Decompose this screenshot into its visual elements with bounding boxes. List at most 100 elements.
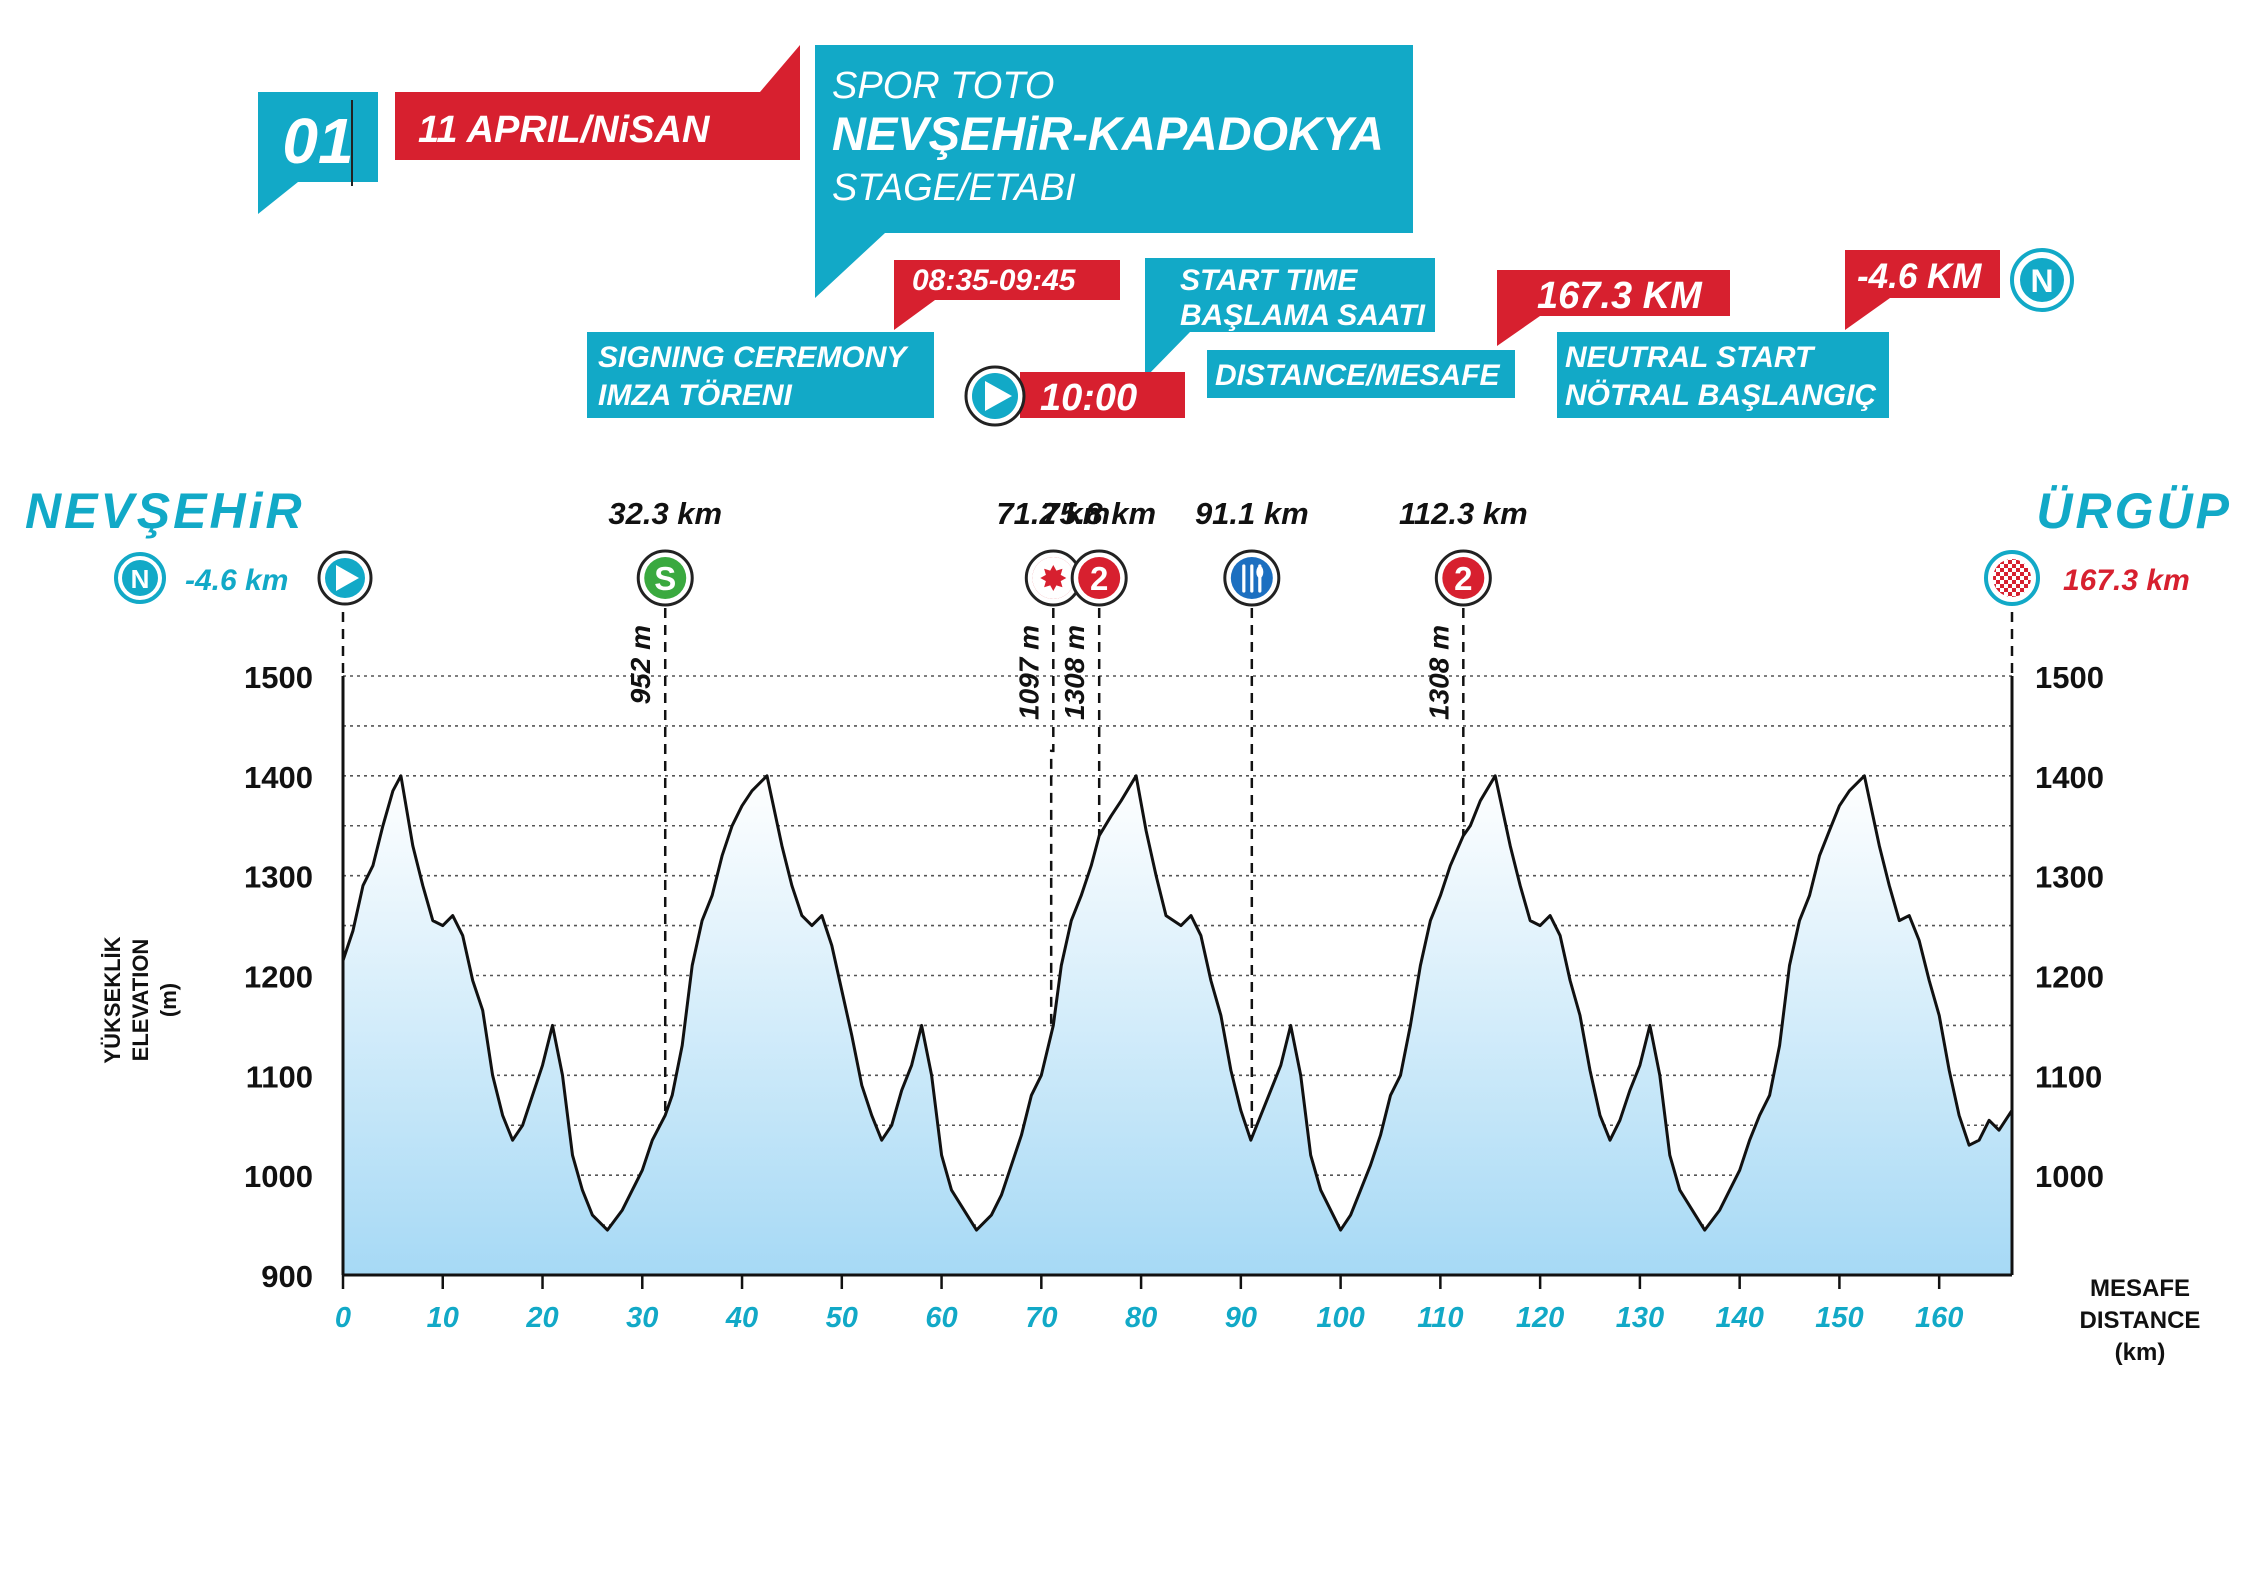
y-tick-label-right: 1300 <box>2035 860 2104 895</box>
signing-label-2: IMZA TÖRENI <box>598 379 793 412</box>
marker-icon-fill <box>1078 557 1121 599</box>
x-tick-label: 90 <box>1225 1302 1257 1334</box>
neutral-label-1: NEUTRAL START <box>1565 341 1816 374</box>
marker-km-label: 75.8 km <box>1042 496 1156 531</box>
start-city: NEVŞEHiR <box>25 483 305 539</box>
distance-value: 167.3 KM <box>1537 275 1703 317</box>
y-tick-label-left: 900 <box>261 1259 313 1294</box>
neutral-value: -4.6 KM <box>1857 257 1982 296</box>
neutral-start-km: -4.6 km <box>185 564 288 597</box>
y-tick-label-left: 1500 <box>244 660 313 695</box>
x-tick-label: 150 <box>1815 1302 1863 1334</box>
climb-cat2-icon: 2 <box>1070 549 1128 607</box>
x-axis-ticks: 0 10 20 30 40 50 60 70 80 90 100 110 120 130 140 150 160 <box>335 1275 1963 1334</box>
x-tick-label: 80 <box>1125 1302 1157 1334</box>
x-tick-label: 130 <box>1616 1302 1664 1334</box>
title-line-1: SPOR TOTO <box>832 65 1054 107</box>
x-tick-label: 20 <box>525 1302 558 1334</box>
chart-axes <box>341 612 2014 1277</box>
finish-km: 167.3 km <box>2063 564 2190 597</box>
x-tick-label: 40 <box>725 1302 758 1334</box>
y-axis-ticks: 900 1000 1100 1200 1300 1400 1500 1000 1100 1200 1… <box>244 660 2104 1294</box>
x-tick-label: 10 <box>427 1302 459 1334</box>
finish-flag-icon <box>1984 550 2040 606</box>
title-panel: SPOR TOTO NEVŞEHiR-KAPADOKYA STAGE/ETABI <box>815 45 1413 298</box>
sprint-icon: S <box>636 549 694 607</box>
start-time-value: 10:00 <box>1040 377 1137 419</box>
y-axis-title-line-2: ELEVATION <box>128 939 153 1062</box>
marker-icon-fill <box>1442 557 1485 599</box>
elevation-chart: 952 m 1097 m 1308 m 1308 m 9001000110012001… <box>100 496 2200 1366</box>
play-icon <box>964 365 1026 427</box>
neutral-start-block: -4.6 KM N NEUTRAL START NÖTRAL BAŞLANGIÇ <box>1557 248 2074 418</box>
stage-number: 01 <box>282 105 353 177</box>
x-tick-label: 160 <box>1915 1302 1963 1334</box>
y-tick-label-right: 1200 <box>2035 960 2104 995</box>
marker-elevation-label: 952 m <box>625 625 656 704</box>
title-line-3: STAGE/ETABI <box>832 167 1076 209</box>
start-time-block: START TIME BAŞLAMA SAATI 10:00 <box>964 258 1435 427</box>
neutral-start-icon: N <box>114 552 166 604</box>
y-axis-title-line-1: YÜKSEKLİK <box>100 936 125 1063</box>
elevation-area <box>343 775 2012 1275</box>
y-tick-label-right: 1100 <box>2035 1059 2102 1094</box>
marker-star <box>1040 565 1067 591</box>
neutral-label-2: NÖTRAL BAŞLANGIÇ <box>1565 379 1876 412</box>
y-tick-label-left: 1300 <box>244 860 313 895</box>
marker-km-label: 112.3 km <box>1399 496 1528 531</box>
title-line-2: NEVŞEHiR-KAPADOKYA <box>832 107 1384 160</box>
x-tick-label: 0 <box>335 1302 351 1334</box>
start-label-2: BAŞLAMA SAATI <box>1180 299 1426 332</box>
marker-icon-text: S <box>654 560 676 597</box>
x-tick-label: 70 <box>1025 1302 1057 1334</box>
y-tick-label-left: 1100 <box>246 1059 313 1094</box>
x-axis-title-line-3: (km) <box>2115 1339 2166 1366</box>
y-axis-title-line-3: (m) <box>156 983 181 1017</box>
marker-leaders: 952 m 1097 m 1308 m 1308 m <box>625 608 1465 1138</box>
x-tick-label: 110 <box>1417 1302 1463 1334</box>
x-tick-label: 100 <box>1316 1302 1364 1334</box>
signing-time: 08:35-09:45 <box>912 264 1077 297</box>
y-tick-label-right: 1000 <box>2035 1159 2104 1194</box>
y-tick-label-right: 1400 <box>2035 760 2104 795</box>
cutlery-spoon <box>1256 566 1264 578</box>
y-tick-label-left: 1200 <box>244 960 313 995</box>
date-banner: 11 APRIL/NiSAN <box>395 45 800 160</box>
stage-date: 11 APRIL/NiSAN <box>418 109 711 151</box>
y-tick-label-left: 1400 <box>244 760 313 795</box>
x-tick-label: 50 <box>826 1302 858 1334</box>
x-axis-title: MESAFE DISTANCE (km) <box>2080 1275 2201 1366</box>
distance-label: DISTANCE/MESAFE <box>1215 359 1500 392</box>
marker-km-label: 91.1 km <box>1195 496 1309 531</box>
x-axis-title-line-2: DISTANCE <box>2080 1307 2201 1334</box>
x-tick-label: 60 <box>925 1302 957 1334</box>
route-header: NEVŞEHiR ÜRGÜP N -4.6 km 167.3 km <box>25 483 2232 606</box>
marker-elevation-label: 1308 m <box>1059 625 1090 720</box>
marker-km-label: 71.2 km <box>996 496 1110 531</box>
header: 01 11 APRIL/NiSAN SPOR TOTO NEVŞEHiR-KAP… <box>258 45 2074 427</box>
start-label-1: START TIME <box>1180 264 1358 297</box>
neutral-badge-letter: N <box>2030 263 2053 299</box>
neutral-badge-icon: N <box>2010 248 2074 312</box>
y-tick-label-right: 1500 <box>2035 660 2104 695</box>
marker-icon-text: 2 <box>1454 560 1472 597</box>
distance-block: 167.3 KM DISTANCE/MESAFE <box>1207 270 1730 398</box>
neutral-start-letter: N <box>131 564 150 594</box>
x-axis-title-line-1: MESAFE <box>2090 1275 2190 1302</box>
x-tick-label: 30 <box>626 1302 658 1334</box>
x-tick-label: 120 <box>1516 1302 1564 1334</box>
marker-elevation-label: 1097 m <box>1013 625 1044 720</box>
elevation-line <box>341 774 2014 1232</box>
marker-km-label: 32.3 km <box>608 496 722 531</box>
end-city: ÜRGÜP <box>2036 483 2232 539</box>
marker-leader-line <box>1049 608 1055 1026</box>
signing-label-1: SIGNING CEREMONY <box>598 341 909 374</box>
stage-number-badge: 01 <box>258 92 378 214</box>
marker-elevation-label: 1308 m <box>1423 625 1454 720</box>
marker-icon-text: 2 <box>1090 560 1108 597</box>
climb-cat2-icon: 2 <box>1434 549 1492 607</box>
y-tick-label-left: 1000 <box>244 1159 313 1194</box>
signing-ceremony-block: 08:35-09:45 SIGNING CEREMONY IMZA TÖRENI <box>587 260 1120 418</box>
